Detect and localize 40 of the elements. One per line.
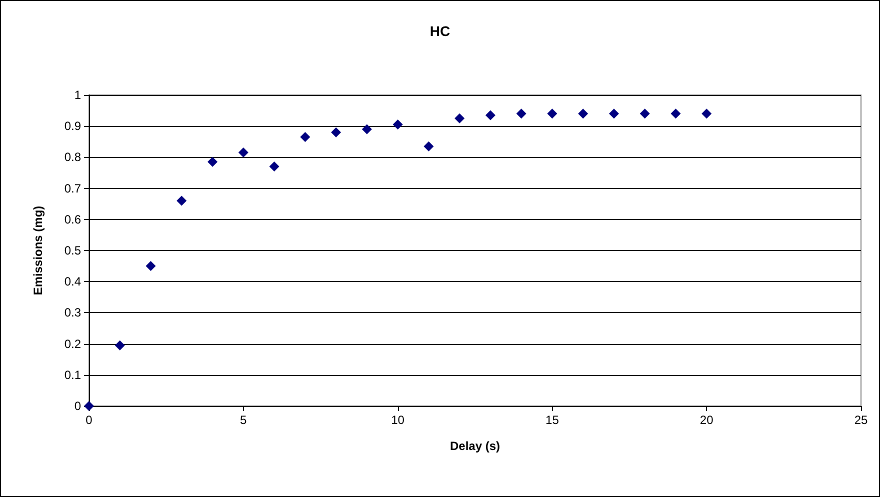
point — [424, 141, 434, 152]
y-tick-label: 0.4 — [64, 274, 82, 289]
y-tick-label: 0.6 — [64, 212, 82, 226]
point — [146, 261, 156, 272]
point — [670, 108, 681, 119]
y-tick-label: 0.1 — [64, 368, 82, 382]
point — [640, 108, 650, 119]
x-tick-label: 15 — [546, 413, 560, 427]
point — [114, 340, 125, 350]
chart-title: HC — [430, 23, 450, 39]
x-tick-label: 20 — [700, 413, 714, 427]
point — [331, 127, 342, 138]
y-tick-label: 0.9 — [64, 119, 82, 134]
point — [702, 108, 712, 119]
y-tick-label: 0.8 — [64, 150, 82, 164]
point — [547, 108, 558, 119]
y-tick-label: 1 — [74, 88, 82, 102]
point — [362, 124, 372, 134]
x-axis-title: Delay (s) — [450, 439, 500, 453]
point — [608, 108, 619, 119]
point — [578, 108, 588, 119]
point — [238, 148, 248, 158]
point — [516, 108, 526, 119]
point — [176, 196, 187, 206]
point — [300, 132, 310, 142]
x-tick-label: 25 — [854, 413, 868, 427]
y-tick-label: 0.7 — [64, 181, 82, 196]
point — [269, 162, 280, 172]
x-tick-label: 10 — [391, 413, 405, 427]
point — [392, 120, 403, 130]
point — [485, 110, 496, 120]
y-axis-title: Emissions (mg) — [31, 206, 45, 296]
y-tick-label: 0.3 — [64, 306, 82, 320]
y-tick-label: 0 — [74, 399, 82, 413]
point — [208, 156, 218, 167]
x-tick-label: 0 — [86, 413, 93, 427]
x-tick-label: 5 — [240, 413, 248, 427]
y-tick-label: 0.2 — [64, 336, 82, 351]
y-tick-label: 0.5 — [64, 244, 82, 258]
point — [454, 113, 465, 124]
